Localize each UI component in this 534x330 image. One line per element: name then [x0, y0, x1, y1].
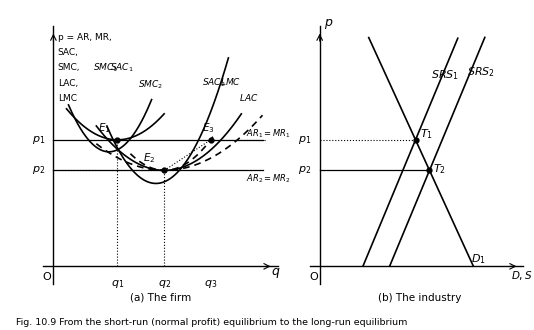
Text: $D, S$: $D, S$ — [511, 269, 532, 281]
Text: $LMC$: $LMC$ — [220, 76, 241, 87]
Text: LMC: LMC — [58, 94, 77, 103]
Text: $SMC_1$: $SMC_1$ — [93, 61, 119, 74]
Text: $D_1$: $D_1$ — [472, 252, 486, 266]
Text: $SRS_1$: $SRS_1$ — [431, 68, 460, 82]
Text: SAC,: SAC, — [58, 48, 78, 57]
Text: O: O — [43, 272, 51, 282]
Text: $E_1$: $E_1$ — [98, 121, 111, 135]
Text: (a) The firm: (a) The firm — [130, 292, 191, 303]
Text: (b) The industry: (b) The industry — [378, 292, 461, 303]
Text: $p$: $p$ — [324, 17, 333, 31]
Text: $q$: $q$ — [271, 266, 280, 280]
Text: $E_2$: $E_2$ — [143, 152, 155, 165]
Text: $p_1$: $p_1$ — [299, 134, 312, 146]
Text: p = AR, MR,: p = AR, MR, — [58, 33, 112, 42]
Text: $q_2$: $q_2$ — [158, 278, 171, 290]
Text: SMC,: SMC, — [58, 63, 80, 73]
Text: $q_3$: $q_3$ — [204, 278, 217, 290]
Text: $p_2$: $p_2$ — [32, 164, 45, 176]
Text: $SRS_2$: $SRS_2$ — [467, 65, 496, 79]
Text: O: O — [309, 272, 318, 282]
Text: $SAC_2$: $SAC_2$ — [202, 76, 225, 89]
Text: $SMC_2$: $SMC_2$ — [138, 79, 163, 91]
Text: Fig. 10.9 From the short-run (normal profit) equilibrium to the long-run equilib: Fig. 10.9 From the short-run (normal pro… — [16, 318, 407, 327]
Text: $AR_2 = MR_2$: $AR_2 = MR_2$ — [246, 173, 290, 185]
Text: $p_2$: $p_2$ — [299, 164, 312, 176]
Text: $p_1$: $p_1$ — [32, 134, 45, 146]
Text: $AR_1 = MR_1$: $AR_1 = MR_1$ — [246, 127, 290, 140]
Text: $T_2$: $T_2$ — [434, 163, 446, 176]
Text: $LAC$: $LAC$ — [239, 91, 258, 103]
Text: $q_1$: $q_1$ — [111, 278, 124, 290]
Text: $SAC_1$: $SAC_1$ — [110, 61, 134, 74]
Text: LAC,: LAC, — [58, 79, 78, 88]
Text: $E_3$: $E_3$ — [202, 121, 215, 135]
Text: $T_1$: $T_1$ — [420, 128, 433, 142]
